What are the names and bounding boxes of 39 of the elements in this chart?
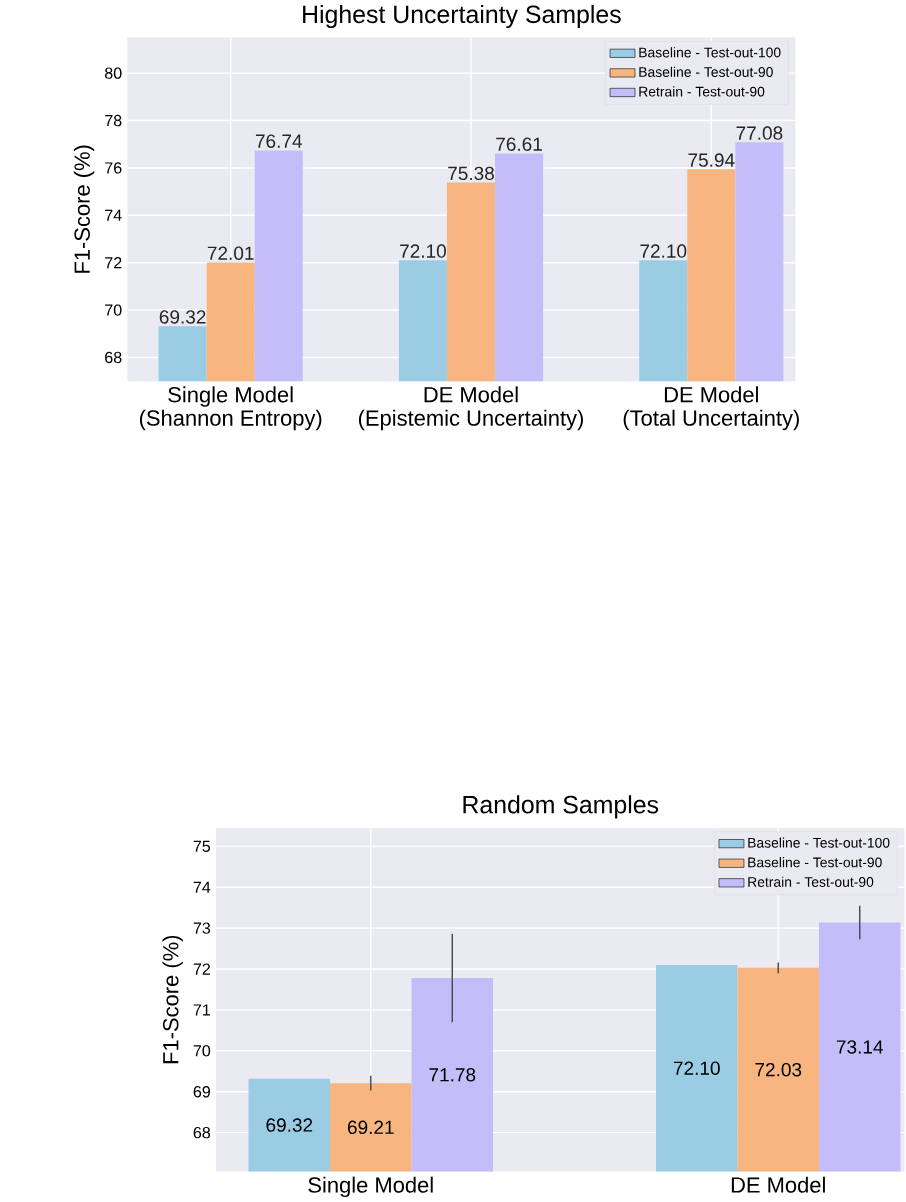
x-tick-label: DE Model (Epistemic Uncertainty) [359,386,584,431]
data-label: 72.03 [755,1062,802,1077]
y-tick-label: 76 [105,162,122,174]
y-tick-label: 73 [194,922,211,934]
data-label: 75.38 [448,166,495,181]
data-label: 76.61 [496,137,543,151]
y-tick-label: 78 [105,114,122,127]
y-tick-label: 72 [194,963,211,975]
x-tick-label: DE Model [732,1176,826,1193]
data-label: 69.21 [348,1120,394,1135]
data-label: 71.78 [429,1068,476,1082]
y-tick-label: 75 [194,840,211,852]
data-label: 72.10 [400,244,447,258]
data-label: 72.01 [208,246,254,260]
data-label: 69.32 [160,310,206,324]
data-label: 69.32 [266,1118,313,1132]
x-tick-label: DE Model (Total Uncertainty) [623,386,800,431]
y-tick-label: 68 [194,1126,211,1139]
chart-title: Highest Uncertainty Samples [303,4,622,29]
y-tick-label: 70 [105,304,122,316]
y-tick-label: 80 [105,67,122,79]
y-axis-title: F1-Score (%) [74,145,95,273]
y-axis-title: F1-Score (%) [162,935,184,1064]
chart-title: Random Samples [463,795,659,819]
y-tick-label: 69 [194,1086,211,1098]
y-tick-label: 74 [194,881,211,893]
data-label: 75.94 [688,153,735,167]
y-tick-label: 68 [105,351,122,364]
data-label: 76.74 [256,134,303,148]
data-label: 72.10 [674,1061,721,1075]
x-tick-label: Single Model (Shannon Entropy) [140,386,322,431]
y-tick-label: 72 [105,257,122,269]
data-label: 72.10 [640,244,687,258]
data-label: 73.14 [837,1040,884,1054]
y-tick-label: 71 [194,1004,211,1016]
y-tick-label: 74 [105,209,123,221]
x-tick-label: Single Model [308,1176,434,1198]
data-label: 77.08 [736,126,783,140]
y-tick-label: 70 [194,1045,211,1057]
